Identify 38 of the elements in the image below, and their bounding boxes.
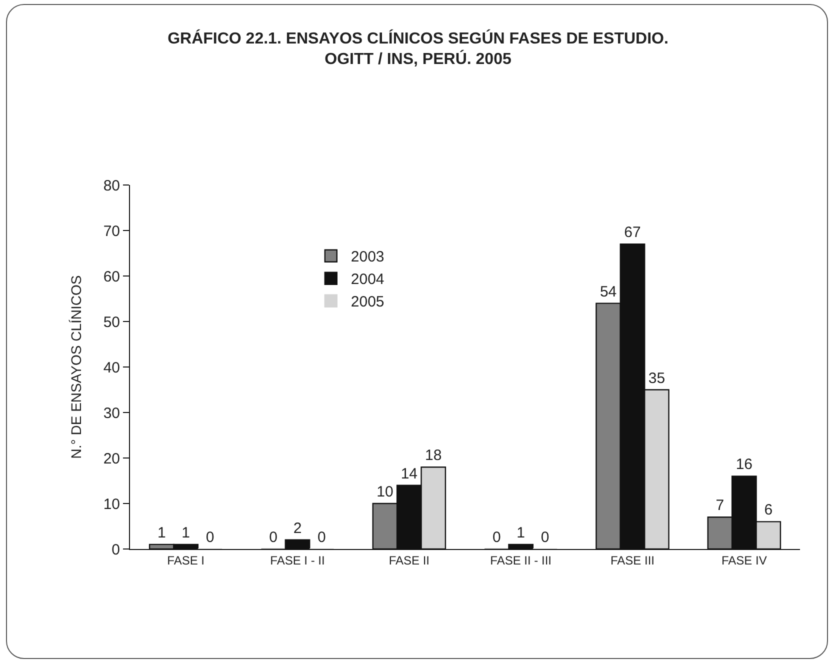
y-tick-label: 20	[103, 450, 120, 468]
x-tick-label: FASE I - II	[270, 553, 325, 568]
x-tick-label: FASE II - III	[490, 553, 552, 568]
data-label: 0	[318, 529, 326, 546]
x-tick-label: FASE III	[610, 553, 655, 568]
data-label: 1	[516, 524, 526, 542]
x-tick-label: FASE II	[388, 553, 430, 568]
data-label: 10	[376, 484, 394, 500]
y-tick-label: 60	[103, 268, 120, 286]
data-label: 2	[293, 520, 302, 537]
chart-title: GRÁFICO 22.1. ENSAYOS CLÍNICOS SEGÚN FASES DE ESTUDIO. OGITT / INS, PERÚ. 2005	[168, 28, 668, 68]
data-label: 18	[425, 447, 442, 464]
data-label: 54	[600, 283, 617, 300]
data-label: 16	[736, 456, 753, 474]
y-tick-label: 10	[103, 496, 120, 513]
data-label: 35	[648, 370, 666, 387]
data-label: 0	[492, 529, 501, 546]
y-tick-label: 40	[103, 359, 120, 376]
data-label: 6	[764, 502, 773, 519]
data-label: 0	[206, 529, 214, 546]
data-label: 0	[269, 529, 278, 546]
data-label: 7	[716, 497, 724, 514]
y-tick-label: 50	[103, 314, 120, 331]
y-tick-label: 0	[112, 541, 120, 558]
y-axis-title: N.° DE ENSAYOS CLÍNICOS	[68, 275, 84, 459]
y-tick-label: 70	[103, 222, 120, 240]
legend-label: 2003	[350, 248, 384, 266]
x-tick-label: FASE I	[167, 553, 205, 568]
data-label: 67	[624, 224, 641, 242]
data-label: 0	[540, 529, 550, 546]
data-label: 14	[400, 465, 418, 482]
legend-label: 2004	[350, 271, 384, 288]
y-tick-label: 80	[103, 177, 120, 194]
y-tick-label: 30	[103, 404, 120, 422]
legend-label: 2005	[350, 294, 384, 311]
x-tick-label: FASE IV	[721, 553, 767, 568]
data-label: 1	[182, 524, 190, 542]
data-label: 1	[157, 524, 166, 542]
